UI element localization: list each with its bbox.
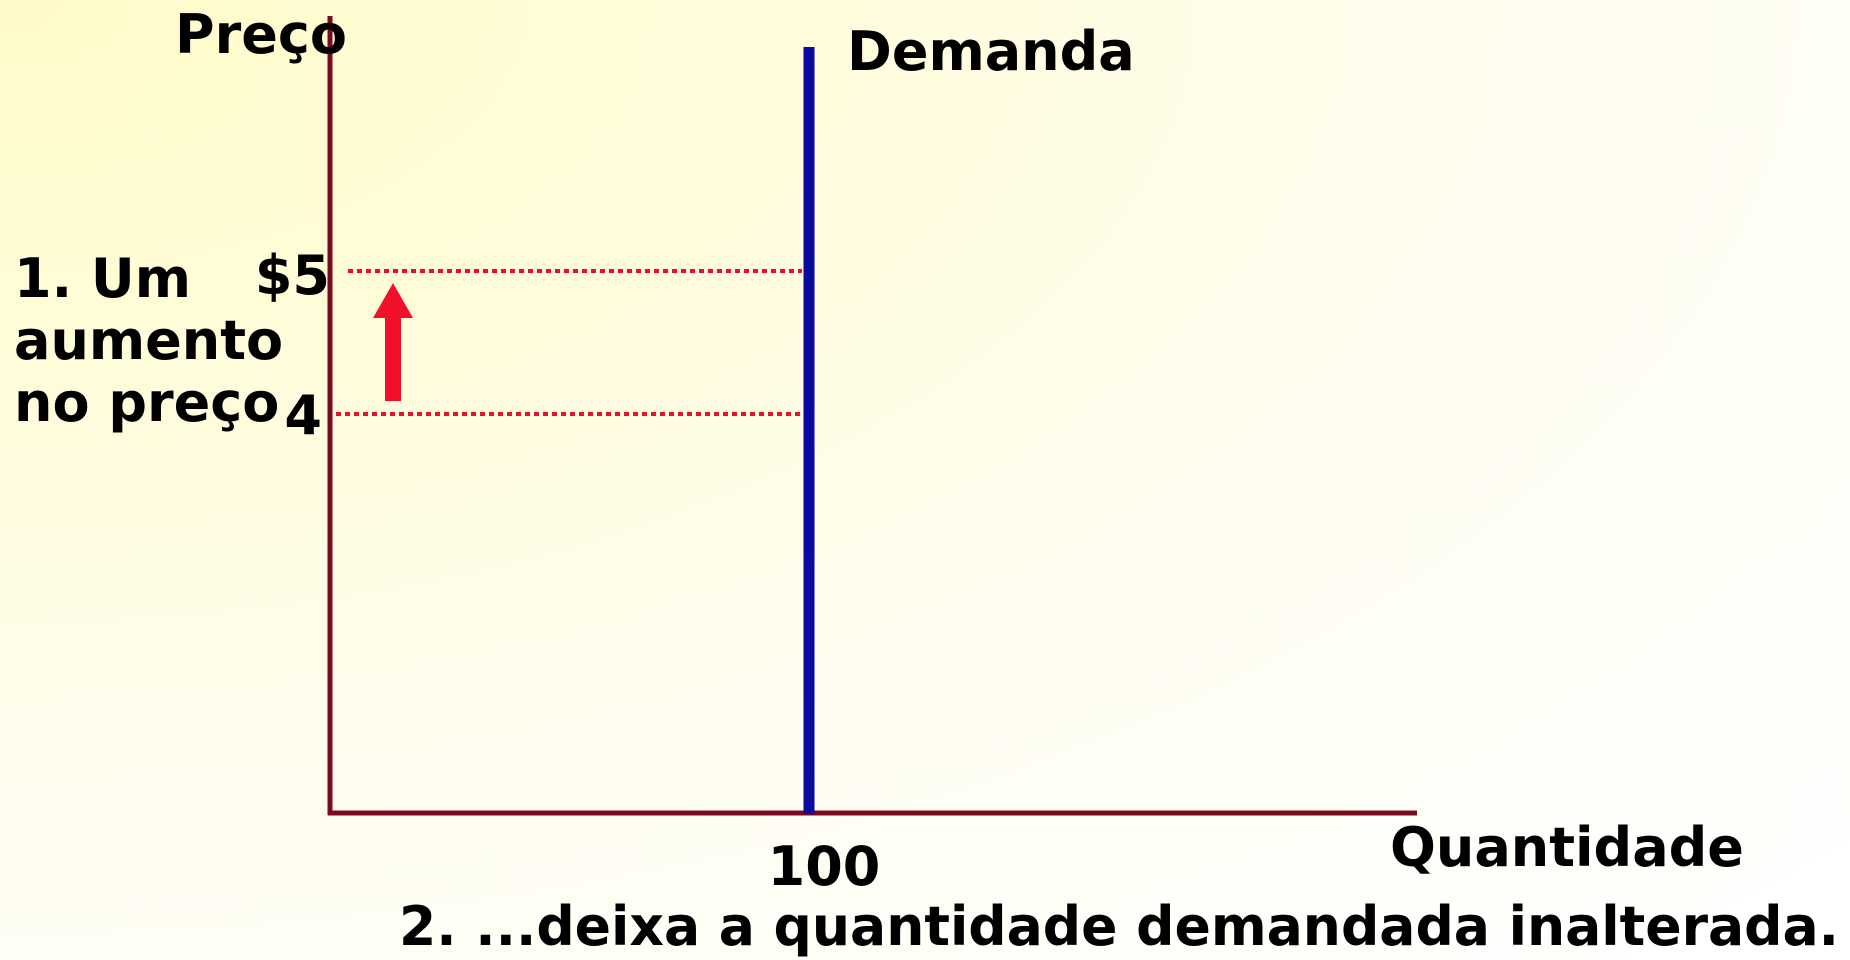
annotation: aumento xyxy=(14,309,283,372)
price-label: $5 xyxy=(255,244,330,307)
caption: 2. ...deixa a quantidade demandada inalt… xyxy=(399,895,1839,958)
annotation: 1. Um xyxy=(14,247,191,310)
annotation: no preço xyxy=(14,371,279,434)
curve-label: Demanda xyxy=(847,20,1135,83)
y-axis-label: Preço xyxy=(175,3,347,66)
price-label: 4 xyxy=(284,384,322,447)
increase-arrow xyxy=(373,283,413,401)
quantity-label: 100 xyxy=(768,835,881,898)
x-axis-label: Quantidade xyxy=(1390,816,1744,879)
